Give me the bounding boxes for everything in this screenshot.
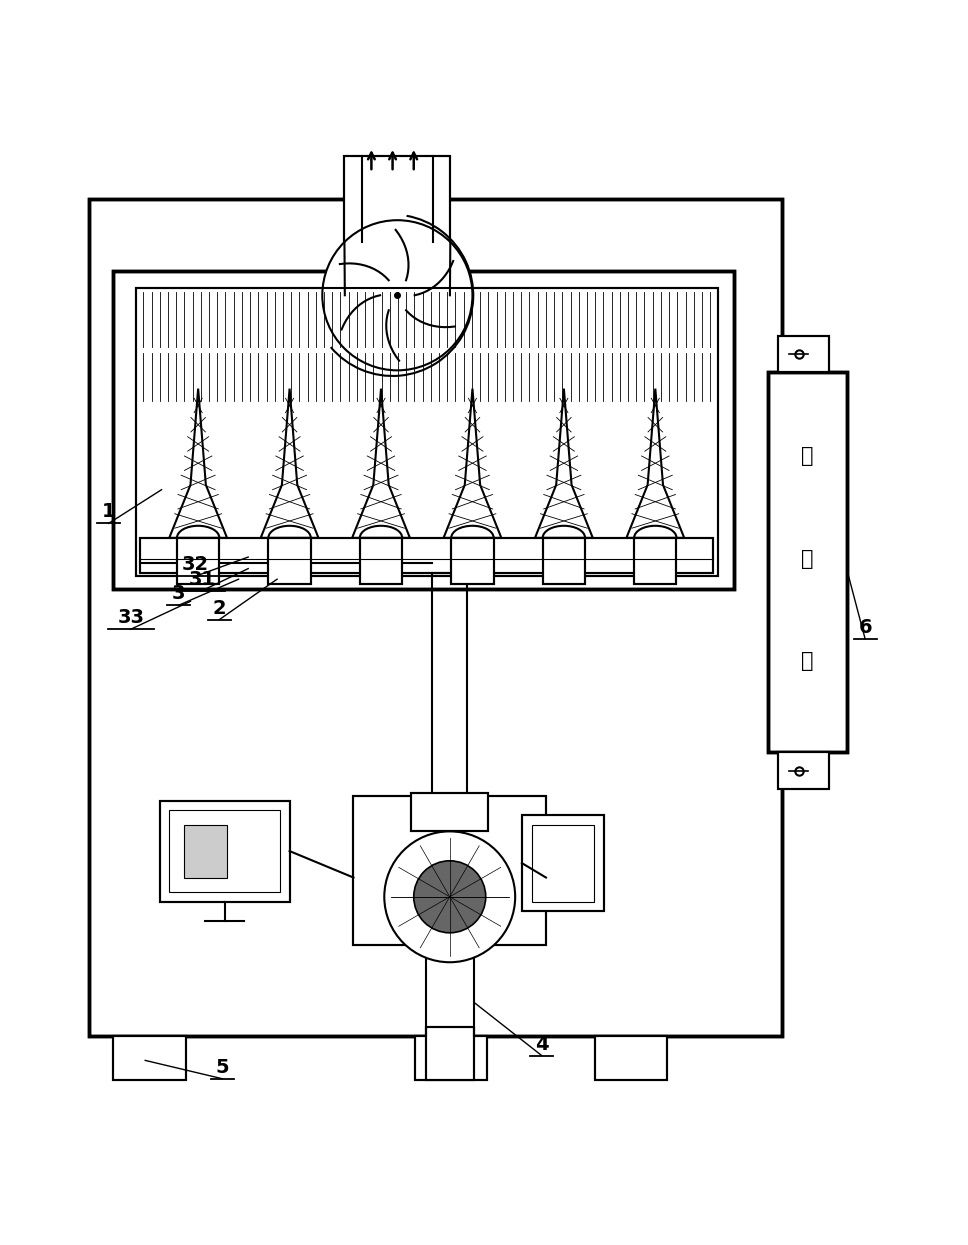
Bar <box>113 1036 186 1079</box>
Polygon shape <box>443 388 501 538</box>
Bar <box>360 538 402 584</box>
Circle shape <box>384 832 515 962</box>
Bar <box>177 538 220 584</box>
Bar <box>522 815 604 911</box>
Bar <box>184 824 227 878</box>
Bar <box>634 538 677 584</box>
Circle shape <box>413 860 486 933</box>
Bar <box>113 271 735 589</box>
Bar <box>113 271 735 589</box>
Polygon shape <box>352 388 409 538</box>
Bar <box>415 1036 487 1079</box>
Bar <box>426 1027 473 1079</box>
Bar <box>411 793 488 832</box>
Bar <box>415 1036 487 1079</box>
Bar <box>169 810 280 891</box>
Bar <box>177 538 220 584</box>
Bar <box>268 538 311 584</box>
Bar <box>543 538 585 584</box>
Bar <box>353 796 546 945</box>
Circle shape <box>322 220 472 370</box>
Bar <box>353 796 546 945</box>
Text: 4: 4 <box>535 1035 549 1053</box>
Bar <box>113 1036 186 1079</box>
Text: 6: 6 <box>859 618 872 636</box>
Bar <box>345 156 450 243</box>
Bar <box>89 199 782 1036</box>
Bar <box>160 801 289 901</box>
Polygon shape <box>260 388 318 538</box>
Text: 5: 5 <box>216 1058 229 1077</box>
Bar <box>160 801 289 901</box>
Polygon shape <box>626 388 684 538</box>
Text: 3: 3 <box>172 584 186 603</box>
Bar <box>136 288 718 576</box>
Text: 1: 1 <box>102 502 115 522</box>
Bar <box>531 824 594 901</box>
Text: 33: 33 <box>117 609 144 627</box>
Text: 31: 31 <box>189 570 216 589</box>
Bar <box>768 372 847 752</box>
Bar <box>345 156 450 243</box>
Text: 控: 控 <box>802 446 814 466</box>
Bar <box>777 336 829 372</box>
Polygon shape <box>535 388 592 538</box>
Text: 制: 制 <box>802 549 814 569</box>
Text: 2: 2 <box>213 599 227 618</box>
Bar <box>595 1036 668 1079</box>
Text: 32: 32 <box>182 555 209 574</box>
Bar <box>777 752 829 789</box>
Polygon shape <box>169 388 227 538</box>
Bar <box>451 538 494 584</box>
Bar <box>136 288 718 576</box>
Bar <box>595 1036 668 1079</box>
Bar <box>522 815 604 911</box>
Bar <box>543 538 585 584</box>
Bar <box>89 199 782 1036</box>
Bar <box>140 538 713 574</box>
Bar <box>411 793 488 832</box>
Bar <box>777 752 829 789</box>
Bar <box>140 538 713 574</box>
Text: 器: 器 <box>802 651 814 671</box>
Bar <box>634 538 677 584</box>
Bar <box>268 538 311 584</box>
Bar <box>451 538 494 584</box>
Bar <box>360 538 402 584</box>
Bar <box>768 372 847 752</box>
Bar <box>777 336 829 372</box>
Bar <box>426 1027 473 1079</box>
